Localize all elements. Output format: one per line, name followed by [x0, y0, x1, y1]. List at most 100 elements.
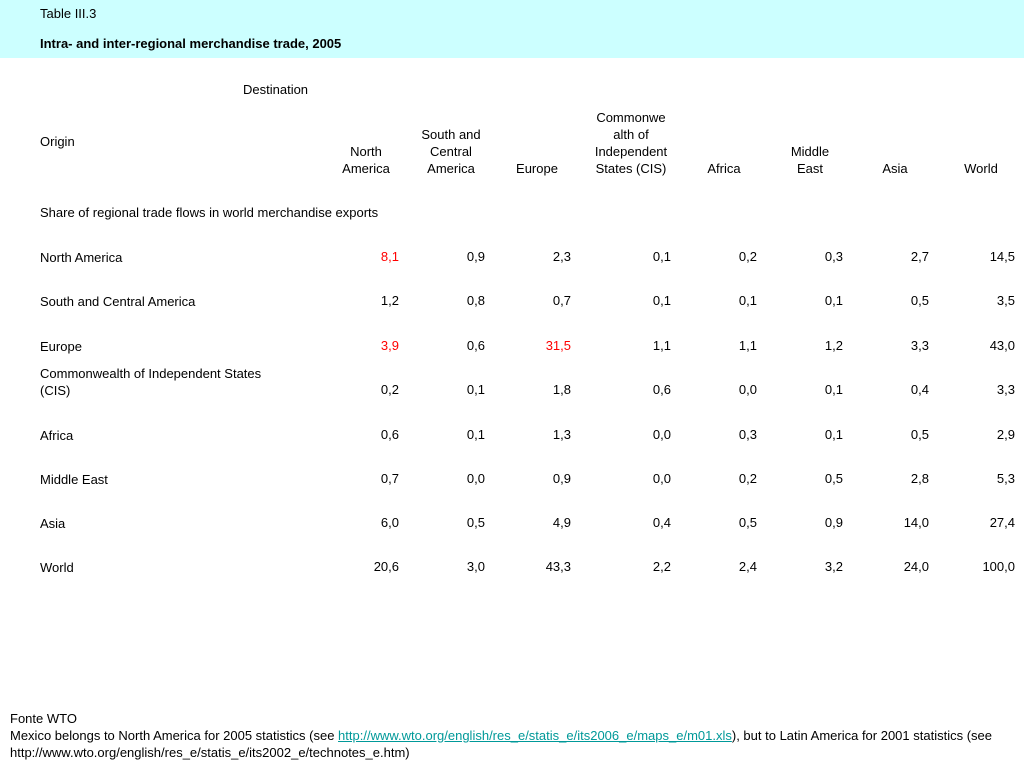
column-header: Europe: [487, 100, 587, 177]
table-cell: 0,8: [466, 293, 485, 308]
table-cell: 0,5: [910, 293, 929, 308]
column-header-label: Commonwe alth of Independent States (CIS…: [594, 110, 668, 176]
table-cell: 0,4: [652, 515, 671, 530]
table-cell: 14,5: [989, 249, 1015, 264]
column-header-label: Middle East: [790, 144, 830, 176]
column-header: World: [931, 100, 1024, 177]
destination-label: Destination: [243, 82, 309, 97]
table-header-band: Table III.3 Intra- and inter-regional me…: [0, 0, 1024, 58]
table-cell: 3,0: [466, 559, 485, 574]
table-cell: 31,5: [545, 338, 571, 353]
table-cell: 0,6: [466, 338, 485, 353]
table-cell: 2,8: [910, 471, 929, 486]
table-cell: 6,0: [380, 515, 399, 530]
table-cell: 3,5: [996, 293, 1015, 308]
table-cell: 3,9: [380, 338, 399, 353]
table-cell: 0,9: [552, 471, 571, 486]
table-cell: 0,9: [824, 515, 843, 530]
column-header-label: Africa: [707, 161, 741, 176]
table-cell: 0,2: [738, 471, 757, 486]
table-cell: 0,2: [738, 249, 757, 264]
table-cell: 1,1: [652, 338, 671, 353]
wto-link[interactable]: http://www.wto.org/english/res_e/statis_…: [338, 728, 732, 743]
table-cell: 0,1: [738, 293, 757, 308]
table-cell: 0,1: [824, 293, 843, 308]
table-cell: 0,0: [466, 471, 485, 486]
table-cell: 4,9: [552, 515, 571, 530]
table-cell: 0,7: [552, 293, 571, 308]
table-cell: 0,9: [466, 249, 485, 264]
column-header-label: Asia: [882, 161, 908, 176]
table-cell: 0,1: [652, 249, 671, 264]
table-cell: 3,3: [996, 382, 1015, 397]
table-cell: 1,2: [380, 293, 399, 308]
table-cell: 5,3: [996, 471, 1015, 486]
footer-notes: Fonte WTO Mexico belongs to North Americ…: [10, 710, 1010, 761]
row-label: Africa: [40, 428, 74, 443]
column-header-label: Europe: [516, 161, 558, 176]
table-cell: 20,6: [373, 559, 399, 574]
table-cell: 0,1: [824, 382, 843, 397]
row-label: Middle East: [40, 472, 108, 487]
row-label: South and Central America: [40, 294, 196, 309]
table-cell: 0,0: [652, 471, 671, 486]
column-header: Africa: [674, 100, 774, 177]
table-cell: 0,1: [652, 293, 671, 308]
table-title: Intra- and inter-regional merchandise tr…: [40, 36, 342, 51]
note-prefix: Mexico belongs to North America for 2005…: [10, 728, 339, 743]
table-cell: 0,1: [824, 427, 843, 442]
column-header-label: World: [964, 161, 998, 176]
table-cell: 0,0: [738, 382, 757, 397]
table-number: Table III.3: [40, 6, 97, 21]
table-cell: 8,1: [380, 249, 399, 264]
table-cell: 3,3: [910, 338, 929, 353]
table-cell: 2,3: [552, 249, 571, 264]
table-cell: 43,3: [545, 559, 571, 574]
column-header: North America: [316, 100, 416, 177]
column-header: Commonwe alth of Independent States (CIS…: [581, 100, 681, 177]
table-cell: 43,0: [989, 338, 1015, 353]
table-cell: 0,5: [738, 515, 757, 530]
table-cell: 0,3: [824, 249, 843, 264]
table-cell: 24,0: [903, 559, 929, 574]
section-label: Share of regional trade flows in world m…: [40, 205, 379, 220]
table-cell: 0,1: [466, 382, 485, 397]
table-cell: 0,7: [380, 471, 399, 486]
column-header-label: South and Central America: [421, 127, 481, 176]
table-cell: 0,6: [652, 382, 671, 397]
row-label: North America: [40, 250, 123, 265]
table-cell: 2,4: [738, 559, 757, 574]
table-cell: 0,4: [910, 382, 929, 397]
note-suffix: ), but to Latin America for 2001 statist…: [10, 728, 992, 760]
table-cell: 0,5: [910, 427, 929, 442]
table-cell: 2,7: [910, 249, 929, 264]
table-cell: 0,6: [380, 427, 399, 442]
table-cell: 2,2: [652, 559, 671, 574]
origin-label: Origin: [40, 134, 75, 149]
column-header: South and Central America: [401, 100, 501, 177]
table-cell: 1,1: [738, 338, 757, 353]
mexico-note: Mexico belongs to North America for 2005…: [10, 727, 1010, 761]
table-cell: 0,2: [380, 382, 399, 397]
table-cell: 1,3: [552, 427, 571, 442]
table-cell: 0,0: [652, 427, 671, 442]
table-cell: 3,2: [824, 559, 843, 574]
column-header: Asia: [845, 100, 945, 177]
table-cell: 1,2: [824, 338, 843, 353]
table-cell: 0,1: [466, 427, 485, 442]
table-cell: 100,0: [982, 559, 1015, 574]
row-label: World: [40, 560, 74, 575]
column-header-label: North America: [342, 144, 390, 176]
table-cell: 0,3: [738, 427, 757, 442]
row-label: Asia: [40, 516, 66, 531]
row-label: Commonwealth of Independent States (CIS): [40, 366, 262, 398]
table-cell: 2,9: [996, 427, 1015, 442]
table-cell: 14,0: [903, 515, 929, 530]
table-cell: 0,5: [824, 471, 843, 486]
table-cell: 1,8: [552, 382, 571, 397]
table-cell: 27,4: [989, 515, 1015, 530]
column-header: Middle East: [760, 100, 860, 177]
row-label: Europe: [40, 339, 82, 354]
table-cell: 0,5: [466, 515, 485, 530]
source-note: Fonte WTO: [10, 711, 77, 726]
